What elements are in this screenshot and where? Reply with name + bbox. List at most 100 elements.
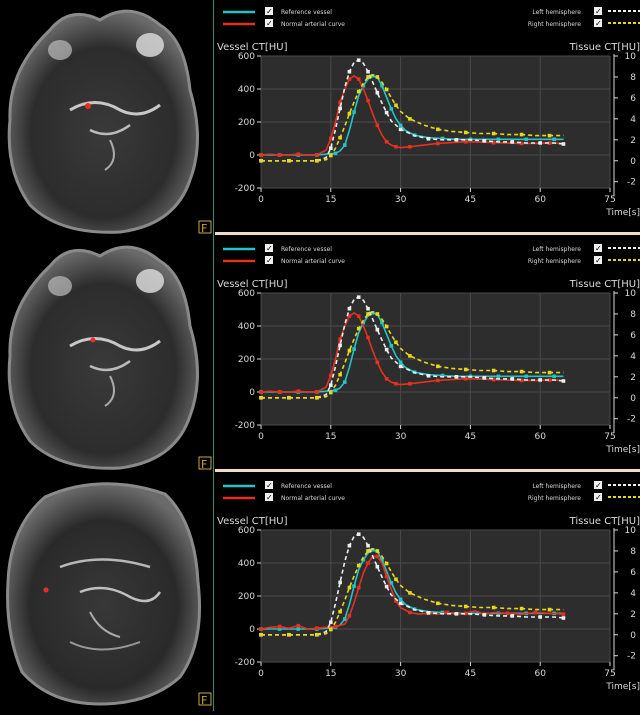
data-point [394, 144, 398, 149]
data-point [463, 140, 468, 144]
data-point [329, 627, 333, 632]
data-point [375, 360, 380, 365]
legend-label-reference-vessel: Reference vessel [281, 246, 332, 253]
data-point [338, 100, 342, 104]
x-tick-label: 0 [258, 195, 264, 205]
data-point [384, 140, 389, 144]
y-right-tick-label: 4 [630, 352, 636, 362]
ct-slice-1[interactable]: F [0, 0, 213, 234]
time-density-chart-3: ✓ Reference vessel ✓ Normal arterial curve L… [217, 481, 640, 692]
y-right-tick-label: -2 [627, 652, 636, 662]
x-tick-label: 60 [534, 669, 546, 679]
data-point [384, 347, 389, 352]
y-left-tick-label: 0 [249, 388, 255, 398]
data-point [287, 158, 291, 163]
data-point [538, 378, 542, 382]
checkbox-check-icon: ✓ [266, 481, 273, 490]
y-left-axis-title: Vessel CT[HU] [217, 42, 288, 53]
y-left-tick-label: -200 [235, 421, 256, 431]
ct-slice-column: F F [0, 0, 214, 711]
chart-panel-3: ✓ Reference vessel ✓ Normal arterial curve L… [215, 474, 640, 704]
data-point [347, 69, 352, 74]
data-point [436, 378, 440, 383]
data-point [375, 554, 380, 559]
data-point [356, 58, 361, 62]
y-right-tick-label: -2 [627, 415, 636, 425]
x-tick-label: 15 [325, 432, 336, 442]
data-point [547, 370, 552, 375]
legend-checkbox-right-hemisphere [594, 493, 602, 501]
data-point [342, 143, 347, 147]
y-right-tick-label: -2 [627, 178, 636, 188]
data-point [338, 337, 342, 341]
y-left-tick-label: 600 [238, 52, 255, 62]
legend-label-right-hemisphere: Right hemisphere [528, 495, 581, 502]
data-point [277, 624, 282, 629]
y-right-tick-label: 0 [630, 394, 636, 404]
data-point [440, 373, 445, 378]
x-tick-label: 30 [395, 195, 407, 205]
data-point [347, 306, 352, 311]
data-point [356, 314, 361, 318]
x-tick-label: 45 [465, 432, 476, 442]
legend-label-reference-vessel: Reference vessel [281, 483, 332, 490]
y-left-tick-label: 0 [249, 625, 255, 635]
data-point [389, 107, 394, 111]
data-point [338, 106, 342, 111]
legend-checkbox-reference [265, 244, 273, 252]
data-point [352, 347, 356, 351]
checkbox-check-icon: ✓ [595, 7, 602, 16]
legend-checkbox-reference [265, 7, 273, 15]
data-point [315, 153, 319, 157]
data-point [436, 601, 440, 606]
y-right-tick-label: 10 [625, 289, 637, 299]
data-point [454, 612, 459, 616]
y-right-tick-label: 0 [630, 631, 636, 641]
data-point [426, 136, 431, 141]
data-point [463, 611, 468, 616]
data-point [315, 395, 319, 400]
legend-label-right-hemisphere: Right hemisphere [528, 258, 581, 265]
legend-checkbox-right-hemisphere [594, 256, 602, 264]
panel-separator [215, 232, 640, 235]
data-point [370, 311, 375, 315]
series-line-right-hemisphere [261, 548, 564, 636]
legend-checkbox-left-hemisphere [594, 481, 602, 489]
data-point [398, 360, 403, 365]
data-point [287, 632, 291, 637]
data-point [398, 364, 403, 369]
data-point [342, 617, 347, 621]
data-point [394, 340, 398, 345]
y-left-tick-label: 600 [238, 526, 255, 536]
data-point [277, 153, 282, 157]
legend-checkbox-normal-arterial [265, 493, 273, 501]
data-point [496, 374, 501, 379]
x-tick-label: 60 [534, 432, 546, 442]
y-right-tick-label: 6 [630, 94, 636, 104]
data-point [519, 378, 524, 383]
data-point [440, 610, 445, 615]
data-point [384, 110, 389, 115]
x-axis-title: Time[s] [605, 682, 640, 692]
legend-checkbox-right-hemisphere [594, 19, 602, 27]
data-point [347, 77, 352, 81]
data-point [398, 123, 403, 128]
checkbox-check-icon: ✓ [266, 256, 273, 265]
data-point [347, 585, 352, 590]
data-point [384, 584, 389, 589]
x-tick-label: 0 [258, 669, 264, 679]
checkbox-check-icon: ✓ [595, 19, 602, 28]
y-right-tick-label: 6 [630, 568, 636, 578]
x-tick-label: 75 [604, 195, 615, 205]
data-point [547, 378, 552, 382]
frame-marker: F [201, 694, 207, 706]
data-point [380, 320, 384, 325]
data-point [408, 144, 412, 149]
ct-slice-3[interactable]: F [0, 472, 213, 706]
data-point [366, 98, 370, 103]
ct-slice-2[interactable]: F [0, 236, 213, 470]
x-tick-label: 75 [604, 669, 615, 679]
data-point [482, 376, 487, 380]
data-point [356, 77, 361, 81]
data-point [352, 584, 356, 588]
